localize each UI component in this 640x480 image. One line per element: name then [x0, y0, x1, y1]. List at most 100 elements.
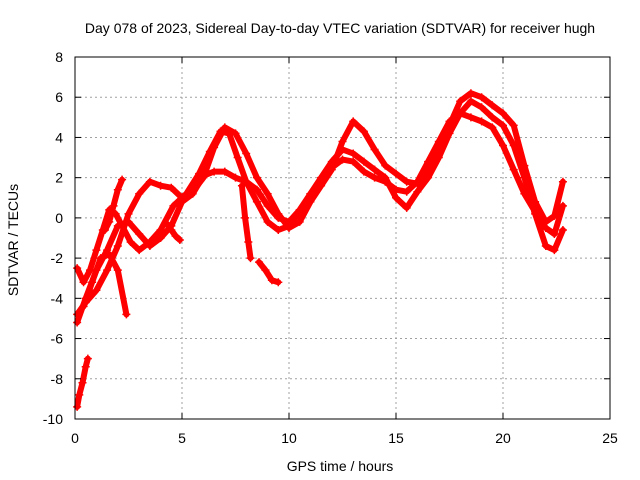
data-point-marker: [558, 177, 567, 186]
data-point-marker: [263, 201, 272, 210]
data-point-marker: [175, 236, 184, 245]
data-point-marker: [105, 217, 114, 226]
data-point-marker: [73, 264, 82, 273]
data-point-marker: [392, 169, 400, 178]
data-point-marker: [541, 242, 550, 251]
data-point-marker: [531, 197, 540, 206]
data-point-marker: [370, 165, 379, 174]
data-point-marker: [445, 121, 454, 130]
data-point-marker: [306, 197, 315, 206]
data-point-marker: [145, 177, 154, 186]
data-point-marker: [295, 205, 304, 214]
data-point-marker: [124, 209, 133, 218]
data-point-marker: [242, 149, 251, 158]
data-point-marker: [261, 266, 270, 275]
data-point-marker: [477, 117, 486, 126]
data-point-marker: [220, 123, 229, 132]
x-axis-tick-labels: 0 5 10 15 20 25: [71, 430, 618, 446]
data-point-marker: [402, 187, 411, 196]
data-point-marker: [241, 213, 250, 222]
data-point-marker: [274, 213, 283, 222]
data-point-marker: [252, 185, 261, 194]
data-point-marker: [499, 141, 507, 150]
data-point-marker: [242, 177, 251, 186]
data-point-marker: [424, 173, 433, 182]
data-point-marker: [92, 286, 101, 295]
data-point-marker: [520, 189, 529, 198]
data-point-marker: [370, 173, 379, 182]
data-point-marker: [456, 109, 465, 118]
data-point-marker: [135, 189, 144, 198]
data-series: [73, 89, 567, 411]
data-point-marker: [434, 137, 443, 146]
data-point-marker: [156, 181, 165, 190]
data-point-marker: [178, 197, 186, 206]
y-axis-tick-labels: -10 -8 -6 -4 -2 0 2 4 6 8: [43, 49, 63, 427]
data-point-marker: [338, 155, 347, 164]
data-point-marker: [113, 221, 122, 230]
series-arc-d: [80, 251, 130, 318]
data-point-marker: [402, 203, 411, 212]
data-point-marker: [456, 97, 465, 106]
data-point-marker: [92, 246, 101, 255]
series-arc-g: [164, 220, 183, 243]
data-point-marker: [135, 229, 144, 238]
plot-frame: [74, 56, 611, 420]
data-point-marker: [370, 145, 379, 154]
y-tick-label: 6: [55, 89, 63, 105]
data-point-marker: [171, 231, 180, 240]
data-point-marker: [231, 129, 240, 138]
data-point-marker: [231, 173, 240, 182]
data-point-marker: [327, 165, 336, 174]
data-point-marker: [73, 318, 82, 327]
data-point-marker: [488, 113, 497, 122]
data-point-marker: [531, 209, 540, 218]
data-point-marker: [216, 127, 225, 136]
data-point-marker: [78, 378, 87, 387]
data-point-marker: [413, 179, 422, 188]
data-point-marker: [445, 129, 454, 138]
data-point-marker: [285, 217, 293, 226]
data-point-marker: [73, 402, 82, 411]
data-point-marker: [349, 157, 358, 166]
data-point-marker: [274, 225, 283, 234]
x-tick-label: 20: [495, 430, 511, 446]
data-point-marker: [81, 294, 90, 303]
y-tick-label: 2: [55, 170, 63, 186]
data-point-marker: [237, 181, 246, 190]
data-point-marker: [509, 141, 518, 150]
data-point-marker: [113, 185, 122, 194]
data-point-marker: [220, 167, 229, 176]
series-arc-i: [256, 259, 282, 286]
axis-ticks: [74, 56, 611, 420]
data-point-marker: [118, 175, 127, 184]
data-point-marker: [424, 165, 433, 174]
data-point-marker: [359, 127, 368, 136]
data-point-marker: [105, 250, 114, 259]
data-point-marker: [126, 238, 135, 247]
x-tick-label: 5: [178, 430, 186, 446]
data-point-marker: [402, 177, 411, 186]
data-point-marker: [145, 242, 154, 251]
data-point-marker: [434, 153, 443, 162]
data-point-marker: [156, 234, 165, 242]
data-point-marker: [92, 266, 101, 275]
data-point-marker: [520, 161, 529, 170]
data-point-marker: [79, 302, 88, 311]
data-point-marker: [210, 143, 219, 152]
data-point-marker: [267, 276, 276, 285]
data-point-marker: [103, 246, 112, 255]
data-point-marker: [88, 278, 97, 287]
data-point-marker: [252, 173, 261, 182]
data-point-marker: [263, 189, 272, 198]
data-point-marker: [111, 209, 120, 218]
data-point-marker: [424, 157, 433, 166]
data-point-marker: [255, 258, 264, 267]
data-point-marker: [499, 121, 507, 130]
data-point-marker: [466, 89, 475, 98]
data-point-marker: [113, 242, 122, 251]
y-tick-label: -10: [43, 411, 63, 427]
x-tick-label: 25: [602, 430, 618, 446]
